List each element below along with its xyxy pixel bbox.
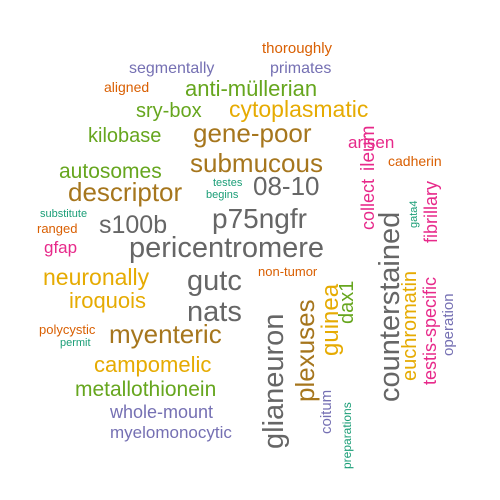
word-non-tumor: non-tumor <box>258 264 318 279</box>
word-submucous: submucous <box>190 148 323 178</box>
word-substitute: substitute <box>40 208 87 220</box>
word-autosomes: autosomes <box>59 160 162 183</box>
word-anti-mullerian: anti-müllerian <box>185 76 317 101</box>
word-counterstained: counterstained <box>374 212 406 402</box>
word-plexuses: plexuses <box>290 299 320 402</box>
word-neuronally: neuronally <box>43 264 150 290</box>
word-s100b: s100b <box>99 211 167 239</box>
word-kilobase: kilobase <box>88 125 161 147</box>
word-cytoplasmatic: cytoplasmatic <box>229 96 368 122</box>
word-segmentally: segmentally <box>129 60 214 77</box>
word-dax1: dax1 <box>336 281 358 324</box>
word-campomelic: campomelic <box>94 352 211 377</box>
word-preparations: preparations <box>340 402 354 469</box>
word-ranged: ranged <box>37 221 77 236</box>
word-whole-mount: whole-mount <box>109 402 213 422</box>
word-thoroughly: thoroughly <box>262 40 333 57</box>
word-glianeuron: glianeuron <box>258 314 290 449</box>
word-myelomonocytic: myelomonocytic <box>110 423 232 442</box>
word-cadherin: cadherin <box>388 153 442 169</box>
word-fibrillary: fibrillary <box>421 181 441 243</box>
word-myenteric: myenteric <box>109 319 222 349</box>
word-ileum: ileum <box>358 126 379 171</box>
word-polycystic: polycystic <box>39 322 96 337</box>
word-coitum: coitum <box>318 390 335 434</box>
word-nats: nats <box>187 296 242 328</box>
word-gata4: gata4 <box>408 200 420 228</box>
word-08-10: 08-10 <box>253 171 320 201</box>
word-operation: operation <box>440 293 457 356</box>
word-p75ngfr: p75ngfr <box>212 203 307 234</box>
word-begins: begins <box>206 189 239 201</box>
word-collect: collect <box>358 179 378 230</box>
word-testis-specific: testis-specific <box>420 277 440 385</box>
word-pericentromere: pericentromere <box>129 232 324 264</box>
word-sry-box: sry-box <box>136 100 202 122</box>
word-metallothionein: metallothionein <box>75 378 216 401</box>
word-gfap: gfap <box>44 238 77 257</box>
word-descriptor: descriptor <box>68 177 182 207</box>
word-guinea: guinea <box>317 283 344 356</box>
word-gutc: gutc <box>187 265 242 297</box>
word-iroquois: iroquois <box>69 288 146 313</box>
word-aligned: aligned <box>104 79 149 95</box>
word-testes: testes <box>213 177 243 189</box>
word-permit: permit <box>60 337 91 349</box>
word-euchromatin: euchromatin <box>399 271 421 381</box>
word-primates: primates <box>270 60 331 77</box>
word-gene-poor: gene-poor <box>193 118 312 148</box>
word-arisen: arisen <box>348 133 394 152</box>
